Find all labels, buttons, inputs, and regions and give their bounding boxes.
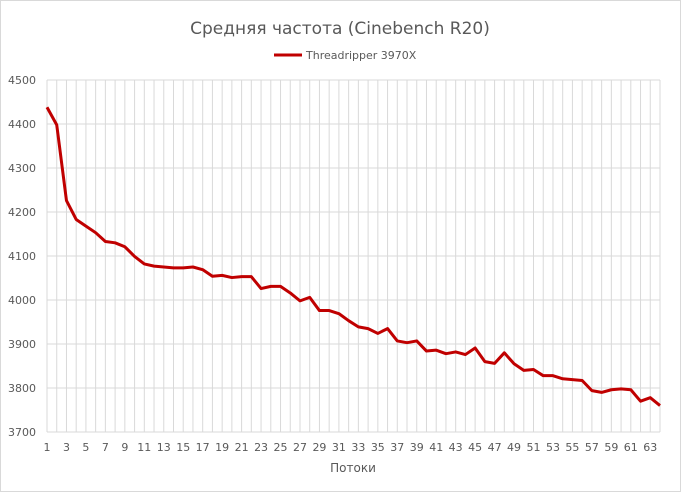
x-tick-label: 11 (137, 441, 151, 454)
x-tick-label: 33 (351, 441, 365, 454)
x-tick-label: 3 (63, 441, 70, 454)
x-tick-label: 21 (235, 441, 249, 454)
x-tick-label: 45 (468, 441, 482, 454)
y-tick-label: 4000 (8, 294, 36, 307)
y-tick-label: 3900 (8, 338, 36, 351)
x-axis-ticks: 1 3 5 7 9 11 13 15 17 19 21 23 25 27 29 31 33 35 37 39 41 43 4… (44, 441, 658, 454)
x-tick-label: 63 (643, 441, 657, 454)
gridlines (46, 79, 661, 433)
legend: Threadripper 3970X (274, 49, 417, 62)
x-tick-label: 29 (312, 441, 326, 454)
x-axis-label: Потоки (330, 461, 376, 475)
x-tick-label: 9 (121, 441, 128, 454)
y-tick-label: 4300 (8, 162, 36, 175)
y-tick-label: 4200 (8, 206, 36, 219)
y-tick-label: 3700 (8, 426, 36, 439)
x-tick-label: 17 (196, 441, 210, 454)
x-tick-label: 39 (410, 441, 424, 454)
x-tick-label: 55 (565, 441, 579, 454)
x-tick-label: 41 (429, 441, 443, 454)
x-tick-label: 37 (390, 441, 404, 454)
y-axis-ticks: 3700 3800 3900 4000 4100 4200 4300 4400 4500 (8, 74, 36, 439)
x-tick-label: 59 (604, 441, 618, 454)
x-tick-label: 49 (507, 441, 521, 454)
x-tick-label: 53 (546, 441, 560, 454)
y-tick-label: 4500 (8, 74, 36, 87)
series-line (45, 106, 661, 407)
chart-title: Средняя частота (Cinebench R20) (190, 19, 490, 39)
x-tick-label: 1 (44, 441, 51, 454)
x-tick-label: 25 (274, 441, 288, 454)
x-tick-label: 61 (624, 441, 638, 454)
x-tick-label: 35 (371, 441, 385, 454)
x-tick-label: 47 (488, 441, 502, 454)
x-tick-label: 57 (585, 441, 599, 454)
x-tick-label: 51 (527, 441, 541, 454)
legend-label: Threadripper 3970X (305, 49, 417, 62)
x-tick-label: 13 (157, 441, 171, 454)
x-tick-label: 7 (102, 441, 109, 454)
x-tick-label: 27 (293, 441, 307, 454)
y-tick-label: 3800 (8, 382, 36, 395)
x-tick-label: 31 (332, 441, 346, 454)
x-tick-label: 19 (215, 441, 229, 454)
series (45, 106, 661, 407)
x-tick-label: 43 (449, 441, 463, 454)
x-tick-label: 5 (82, 441, 89, 454)
x-tick-label: 23 (254, 441, 268, 454)
y-tick-label: 4400 (8, 118, 36, 131)
x-tick-label: 15 (176, 441, 190, 454)
y-tick-label: 4100 (8, 250, 36, 263)
